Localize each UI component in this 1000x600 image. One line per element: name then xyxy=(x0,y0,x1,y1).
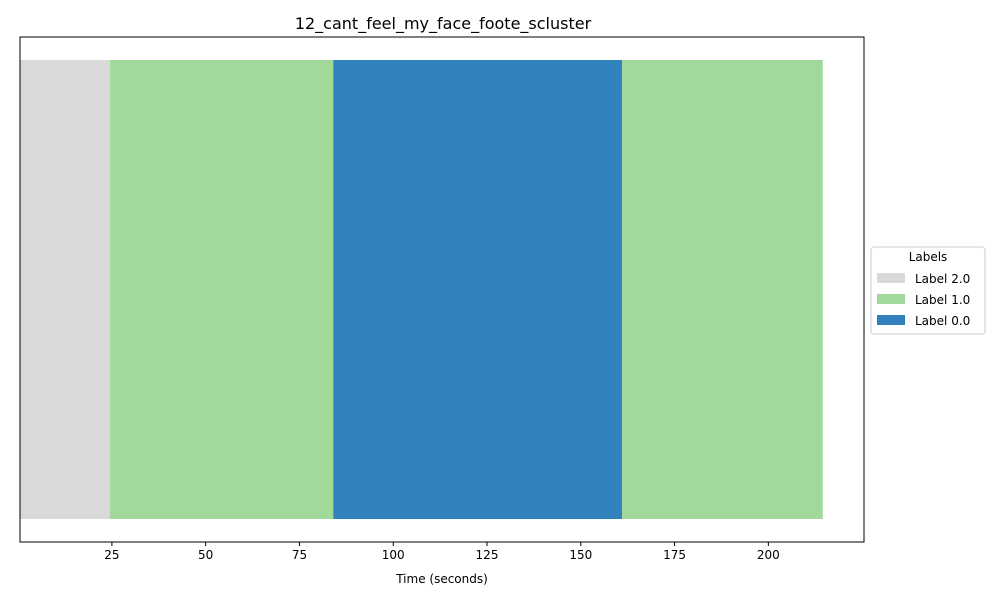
legend-swatch-label-2 xyxy=(877,273,905,283)
x-tick-label: 175 xyxy=(663,548,686,562)
chart-title: 12_cant_feel_my_face_foote_scluster xyxy=(295,14,592,34)
legend-box xyxy=(870,246,986,335)
x-tick-label: 25 xyxy=(104,548,119,562)
x-tick-label: 125 xyxy=(476,548,499,562)
x-tick-label: 200 xyxy=(757,548,780,562)
x-axis-label: Time (seconds) xyxy=(395,572,488,586)
legend-label-label-1: Label 1.0 xyxy=(915,293,970,307)
plot-frame xyxy=(19,36,865,543)
x-tick-label: 50 xyxy=(198,548,213,562)
segment-0 xyxy=(20,60,111,519)
x-tick-label: 150 xyxy=(569,548,592,562)
segment-3 xyxy=(622,60,823,519)
segment-2 xyxy=(333,60,623,519)
legend: Labels Label 2.0 Label 1.0 Label 0.0 xyxy=(870,246,986,335)
legend-swatch-label-0 xyxy=(877,315,905,325)
segment-1 xyxy=(110,60,334,519)
x-tick-label: 75 xyxy=(292,548,307,562)
legend-label-label-0: Label 0.0 xyxy=(915,314,970,328)
x-tick-label: 100 xyxy=(382,548,405,562)
legend-swatch-label-1 xyxy=(877,294,905,304)
legend-label-label-2: Label 2.0 xyxy=(915,272,970,286)
legend-title: Labels xyxy=(909,250,948,264)
segments-layer xyxy=(20,60,823,519)
x-axis-ticks: 25 50 75 100 125 150 175 200 xyxy=(104,542,780,562)
